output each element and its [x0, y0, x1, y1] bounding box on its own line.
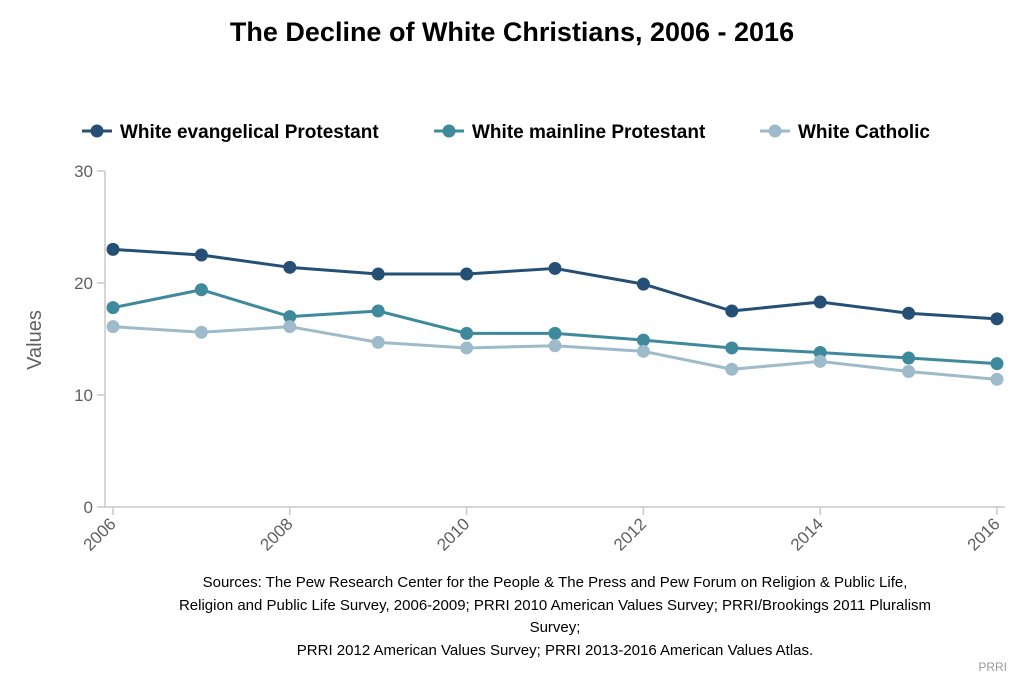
- data-point: [106, 301, 120, 315]
- x-tick-label: 2012: [610, 514, 650, 554]
- data-point: [371, 267, 385, 281]
- legend-marker: [90, 124, 104, 138]
- data-point: [548, 261, 562, 275]
- data-point: [106, 320, 120, 334]
- legend-item: White Catholic: [760, 122, 930, 143]
- x-tick-label: 2008: [256, 514, 296, 554]
- data-point: [990, 312, 1004, 326]
- data-point: [813, 295, 827, 309]
- data-point: [371, 335, 385, 349]
- data-point: [902, 364, 916, 378]
- source-line: Sources: The Pew Research Center for the…: [203, 574, 908, 591]
- data-point: [548, 326, 562, 340]
- y-tick-label: 10: [74, 386, 93, 405]
- data-point: [371, 304, 385, 318]
- y-tick-label: 20: [74, 274, 93, 293]
- sources-note: Sources: The Pew Research Center for the…: [179, 574, 931, 659]
- data-point: [636, 344, 650, 358]
- data-point: [283, 310, 297, 324]
- legend-item: White mainline Protestant: [434, 122, 706, 143]
- legend-label: White mainline Protestant: [472, 122, 706, 143]
- source-line: Religion and Public Life Survey, 2006-20…: [179, 597, 931, 614]
- y-tick-label: 30: [74, 162, 93, 181]
- legend: White evangelical Protestant White mainli…: [82, 122, 930, 143]
- data-point: [725, 304, 739, 318]
- legend-label: White evangelical Protestant: [120, 122, 379, 143]
- legend-item: White evangelical Protestant: [82, 122, 379, 143]
- axes: 0 10 20 30 2006 2008 2010 2012 2014 2016: [74, 162, 1005, 555]
- legend-marker: [768, 124, 782, 138]
- y-tick-label: 0: [84, 498, 93, 517]
- series-line: [112, 288, 998, 366]
- data-point: [460, 341, 474, 355]
- series-1: [106, 283, 1004, 371]
- data-point: [813, 345, 827, 359]
- series-0: [106, 242, 1004, 326]
- series-layer: [106, 242, 1004, 386]
- data-point: [460, 267, 474, 281]
- data-point: [902, 351, 916, 365]
- data-point: [283, 260, 297, 274]
- data-point: [194, 325, 208, 339]
- data-point: [725, 362, 739, 376]
- x-tick-label: 2014: [787, 514, 827, 554]
- y-axis-title: Values: [24, 310, 46, 370]
- data-point: [194, 248, 208, 262]
- data-point: [548, 339, 562, 353]
- series-line: [112, 247, 998, 321]
- legend-marker: [442, 124, 456, 138]
- data-point: [636, 333, 650, 347]
- data-point: [990, 357, 1004, 371]
- source-line: Survey;: [530, 619, 581, 636]
- chart-title: The Decline of White Christians, 2006 - …: [230, 17, 794, 47]
- data-point: [636, 277, 650, 291]
- data-point: [106, 242, 120, 256]
- data-point: [725, 341, 739, 355]
- source-line: PRRI 2012 American Values Survey; PRRI 2…: [297, 642, 813, 659]
- series-2: [106, 320, 1004, 386]
- x-tick-label: 2010: [433, 514, 473, 554]
- data-point: [194, 283, 208, 297]
- x-tick-label: 2016: [964, 514, 1004, 554]
- data-point: [990, 372, 1004, 386]
- credit-text: PRRI: [978, 660, 1007, 674]
- data-point: [902, 306, 916, 320]
- data-point: [283, 320, 297, 334]
- legend-label: White Catholic: [798, 122, 930, 143]
- x-tick-label: 2006: [80, 514, 120, 554]
- data-point: [813, 354, 827, 368]
- data-point: [460, 326, 474, 340]
